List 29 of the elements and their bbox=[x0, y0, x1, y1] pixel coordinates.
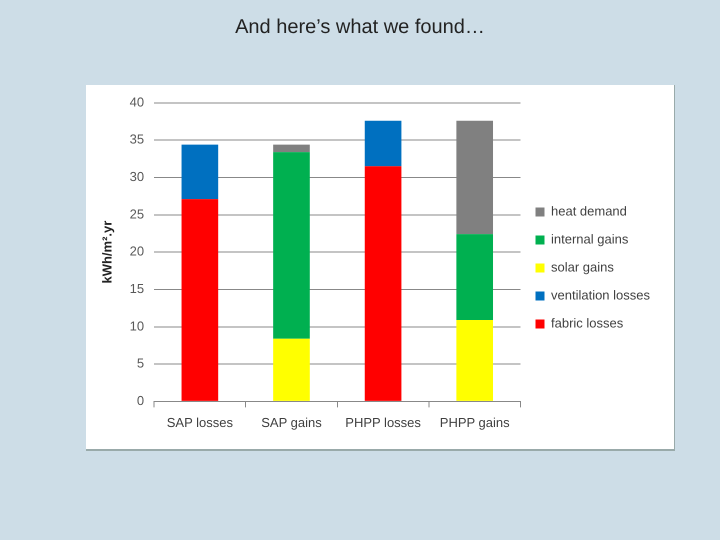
y-tick-label: 25 bbox=[130, 206, 144, 222]
bar bbox=[364, 120, 402, 166]
y-tick-label: 15 bbox=[130, 281, 144, 296]
y-tick-label: 20 bbox=[130, 244, 144, 259]
y-tick-label: 30 bbox=[130, 169, 144, 184]
y-tick-label: 10 bbox=[130, 318, 144, 334]
legend-label: solar gains bbox=[551, 260, 614, 275]
legend-label: ventilation losses bbox=[551, 288, 650, 303]
legend-label: internal gains bbox=[551, 232, 629, 247]
y-axis-title: kWh/m².yr bbox=[99, 220, 114, 284]
legend-label: fabric losses bbox=[551, 316, 624, 331]
bar bbox=[364, 166, 402, 401]
chart-title: And here’s what we found… bbox=[234, 16, 486, 39]
legend-label: heat demand bbox=[551, 204, 627, 219]
bar bbox=[182, 144, 218, 200]
bar bbox=[273, 152, 310, 339]
bar bbox=[456, 234, 494, 320]
x-tick-label: SAP gains bbox=[261, 414, 322, 430]
bar bbox=[182, 199, 218, 401]
y-tick-label: 5 bbox=[136, 356, 144, 371]
x-tick-label: PHPP losses bbox=[345, 414, 422, 430]
bar bbox=[273, 144, 310, 152]
y-tick-label: 40 bbox=[130, 94, 144, 110]
y-tick-label: 35 bbox=[130, 132, 144, 147]
bar bbox=[273, 338, 310, 401]
y-tick-label: 0 bbox=[136, 392, 144, 408]
bar bbox=[456, 320, 494, 401]
x-tick-label: PHPP gains bbox=[440, 414, 510, 430]
x-tick-label: SAP losses bbox=[166, 414, 234, 430]
